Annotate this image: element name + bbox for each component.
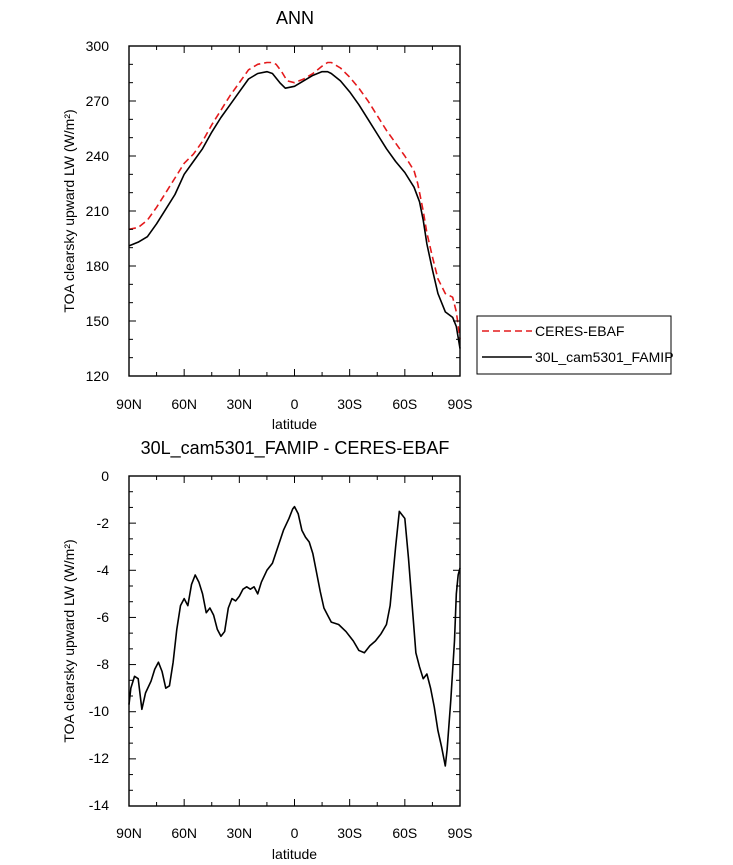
top-y-axis-label: TOA clearsky upward LW (W/m²) <box>61 109 77 312</box>
top-plot-frame <box>128 45 461 377</box>
bottom-plot-frame <box>128 475 461 807</box>
bottom-series-line-0 <box>128 505 461 767</box>
top-x-tick-label-90n: 90N <box>116 396 142 412</box>
legend-label-ceres: CERES-EBAF <box>535 323 624 339</box>
bottom-y-axis-label: TOA clearsky upward LW (W/m²) <box>61 539 77 742</box>
bottom-y-tick-label-0: 0 <box>101 468 109 484</box>
top-y-tick-label-210: 210 <box>86 203 110 219</box>
top-x-tick-label-60n: 60N <box>171 396 197 412</box>
bottom-y-tick-label-m6: -6 <box>97 609 110 625</box>
top-x-tick-label-30n: 30N <box>226 396 252 412</box>
top-x-tick-label-60s: 60S <box>392 396 417 412</box>
top-plot-lines <box>128 61 461 349</box>
bottom-y-tick-label-m12: -12 <box>89 750 109 766</box>
bottom-x-tick-label-30n: 30N <box>226 825 252 841</box>
top-ticks <box>128 45 461 377</box>
top-y-tick-labels: 120 150 180 210 240 270 300 <box>86 38 110 384</box>
bottom-x-tick-label-90n: 90N <box>116 825 142 841</box>
top-x-tick-label-30s: 30S <box>337 396 362 412</box>
top-y-tick-label-300: 300 <box>86 38 110 54</box>
bottom-ticks <box>128 475 461 807</box>
bottom-y-tick-label-m8: -8 <box>97 656 110 672</box>
bottom-x-axis-label: latitude <box>272 846 317 862</box>
bottom-x-tick-label-30s: 30S <box>337 825 362 841</box>
top-series-line-0 <box>128 61 461 340</box>
top-y-tick-label-240: 240 <box>86 148 110 164</box>
panel-top: ANN 90N 60N 30N 0 30S 60S 90S 120 150 18… <box>61 8 674 432</box>
top-chart-title: ANN <box>276 8 314 28</box>
top-y-tick-label-270: 270 <box>86 93 110 109</box>
top-x-axis-label: latitude <box>272 416 317 432</box>
bottom-y-tick-label-m2: -2 <box>97 515 110 531</box>
bottom-x-tick-label-90s: 90S <box>448 825 473 841</box>
top-y-tick-label-150: 150 <box>86 313 110 329</box>
bottom-y-tick-label-m10: -10 <box>89 703 109 719</box>
top-y-tick-label-180: 180 <box>86 258 110 274</box>
legend-label-model: 30L_cam5301_FAMIP <box>535 349 674 365</box>
panel-bottom: 30L_cam5301_FAMIP - CERES-EBAF 90N 60N 3… <box>61 438 472 862</box>
bottom-x-tick-label-0: 0 <box>291 825 299 841</box>
bottom-chart-title: 30L_cam5301_FAMIP - CERES-EBAF <box>141 438 450 459</box>
legend-box <box>476 315 672 375</box>
bottom-x-tick-labels: 90N 60N 30N 0 30S 60S 90S <box>116 825 472 841</box>
bottom-y-tick-label-m14: -14 <box>89 797 109 813</box>
top-series-line-1 <box>128 70 461 349</box>
top-y-tick-label-120: 120 <box>86 368 110 384</box>
bottom-y-tick-labels: 0 -2 -4 -6 -8 -10 -12 -14 <box>89 468 109 813</box>
top-x-tick-labels: 90N 60N 30N 0 30S 60S 90S <box>116 396 472 412</box>
top-x-tick-label-0: 0 <box>291 396 299 412</box>
legend: CERES-EBAF 30L_cam5301_FAMIP <box>476 315 674 375</box>
bottom-x-tick-label-60n: 60N <box>171 825 197 841</box>
bottom-x-tick-label-60s: 60S <box>392 825 417 841</box>
bottom-plot-lines <box>128 505 461 767</box>
bottom-y-tick-label-m4: -4 <box>97 562 110 578</box>
top-x-tick-label-90s: 90S <box>448 396 473 412</box>
